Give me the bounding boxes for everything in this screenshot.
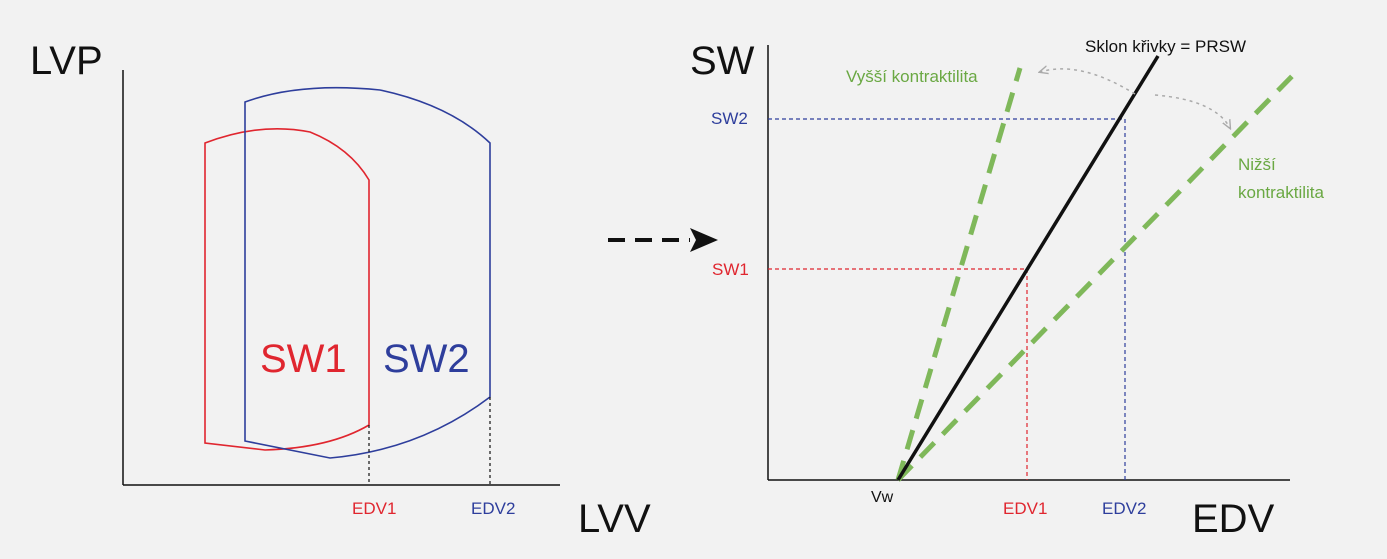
loop-label-sw2: SW2 [383,337,470,381]
lower-contractility-line [896,66,1302,482]
pv-loop-sw2 [244,86,491,459]
right-sw2-label: SW2 [711,109,748,128]
higher-contractility-line [895,67,1023,481]
dashed-right-arrow-icon [608,228,718,252]
right-edv1-label: EDV1 [1003,499,1047,518]
prsw-panel: SW EDV SW2 SW1 Vw EDV1 EDV2 Sklon křivky… [690,37,1325,541]
curved-arrow-to-lower-icon [1154,94,1230,128]
curved-arrow-to-higher-icon [1040,69,1136,95]
pv-loop-panel: LVP LVV SW1 SW2 EDV1 EDV2 [30,39,651,541]
pv-loop-sw1 [204,128,370,451]
lvp-axis-label: LVP [30,39,103,83]
lower-contractility-label-line1: Nižší [1238,155,1276,174]
left-edv2-label: EDV2 [471,499,515,518]
right-sw1-label: SW1 [712,260,749,279]
lvv-axis-label: LVV [578,497,651,541]
sw-axis-label: SW [690,39,755,83]
prsw-slope-line [896,55,1160,481]
right-edv2-label: EDV2 [1102,499,1146,518]
lower-contractility-label-line2: kontraktilita [1238,183,1325,202]
vw-label: Vw [871,489,894,506]
edv-axis-label: EDV [1192,497,1275,541]
left-edv1-label: EDV1 [352,499,396,518]
higher-contractility-label: Vyšší kontraktilita [846,67,978,86]
slope-label: Sklon křivky = PRSW [1085,37,1246,56]
loop-label-sw1: SW1 [260,337,347,381]
